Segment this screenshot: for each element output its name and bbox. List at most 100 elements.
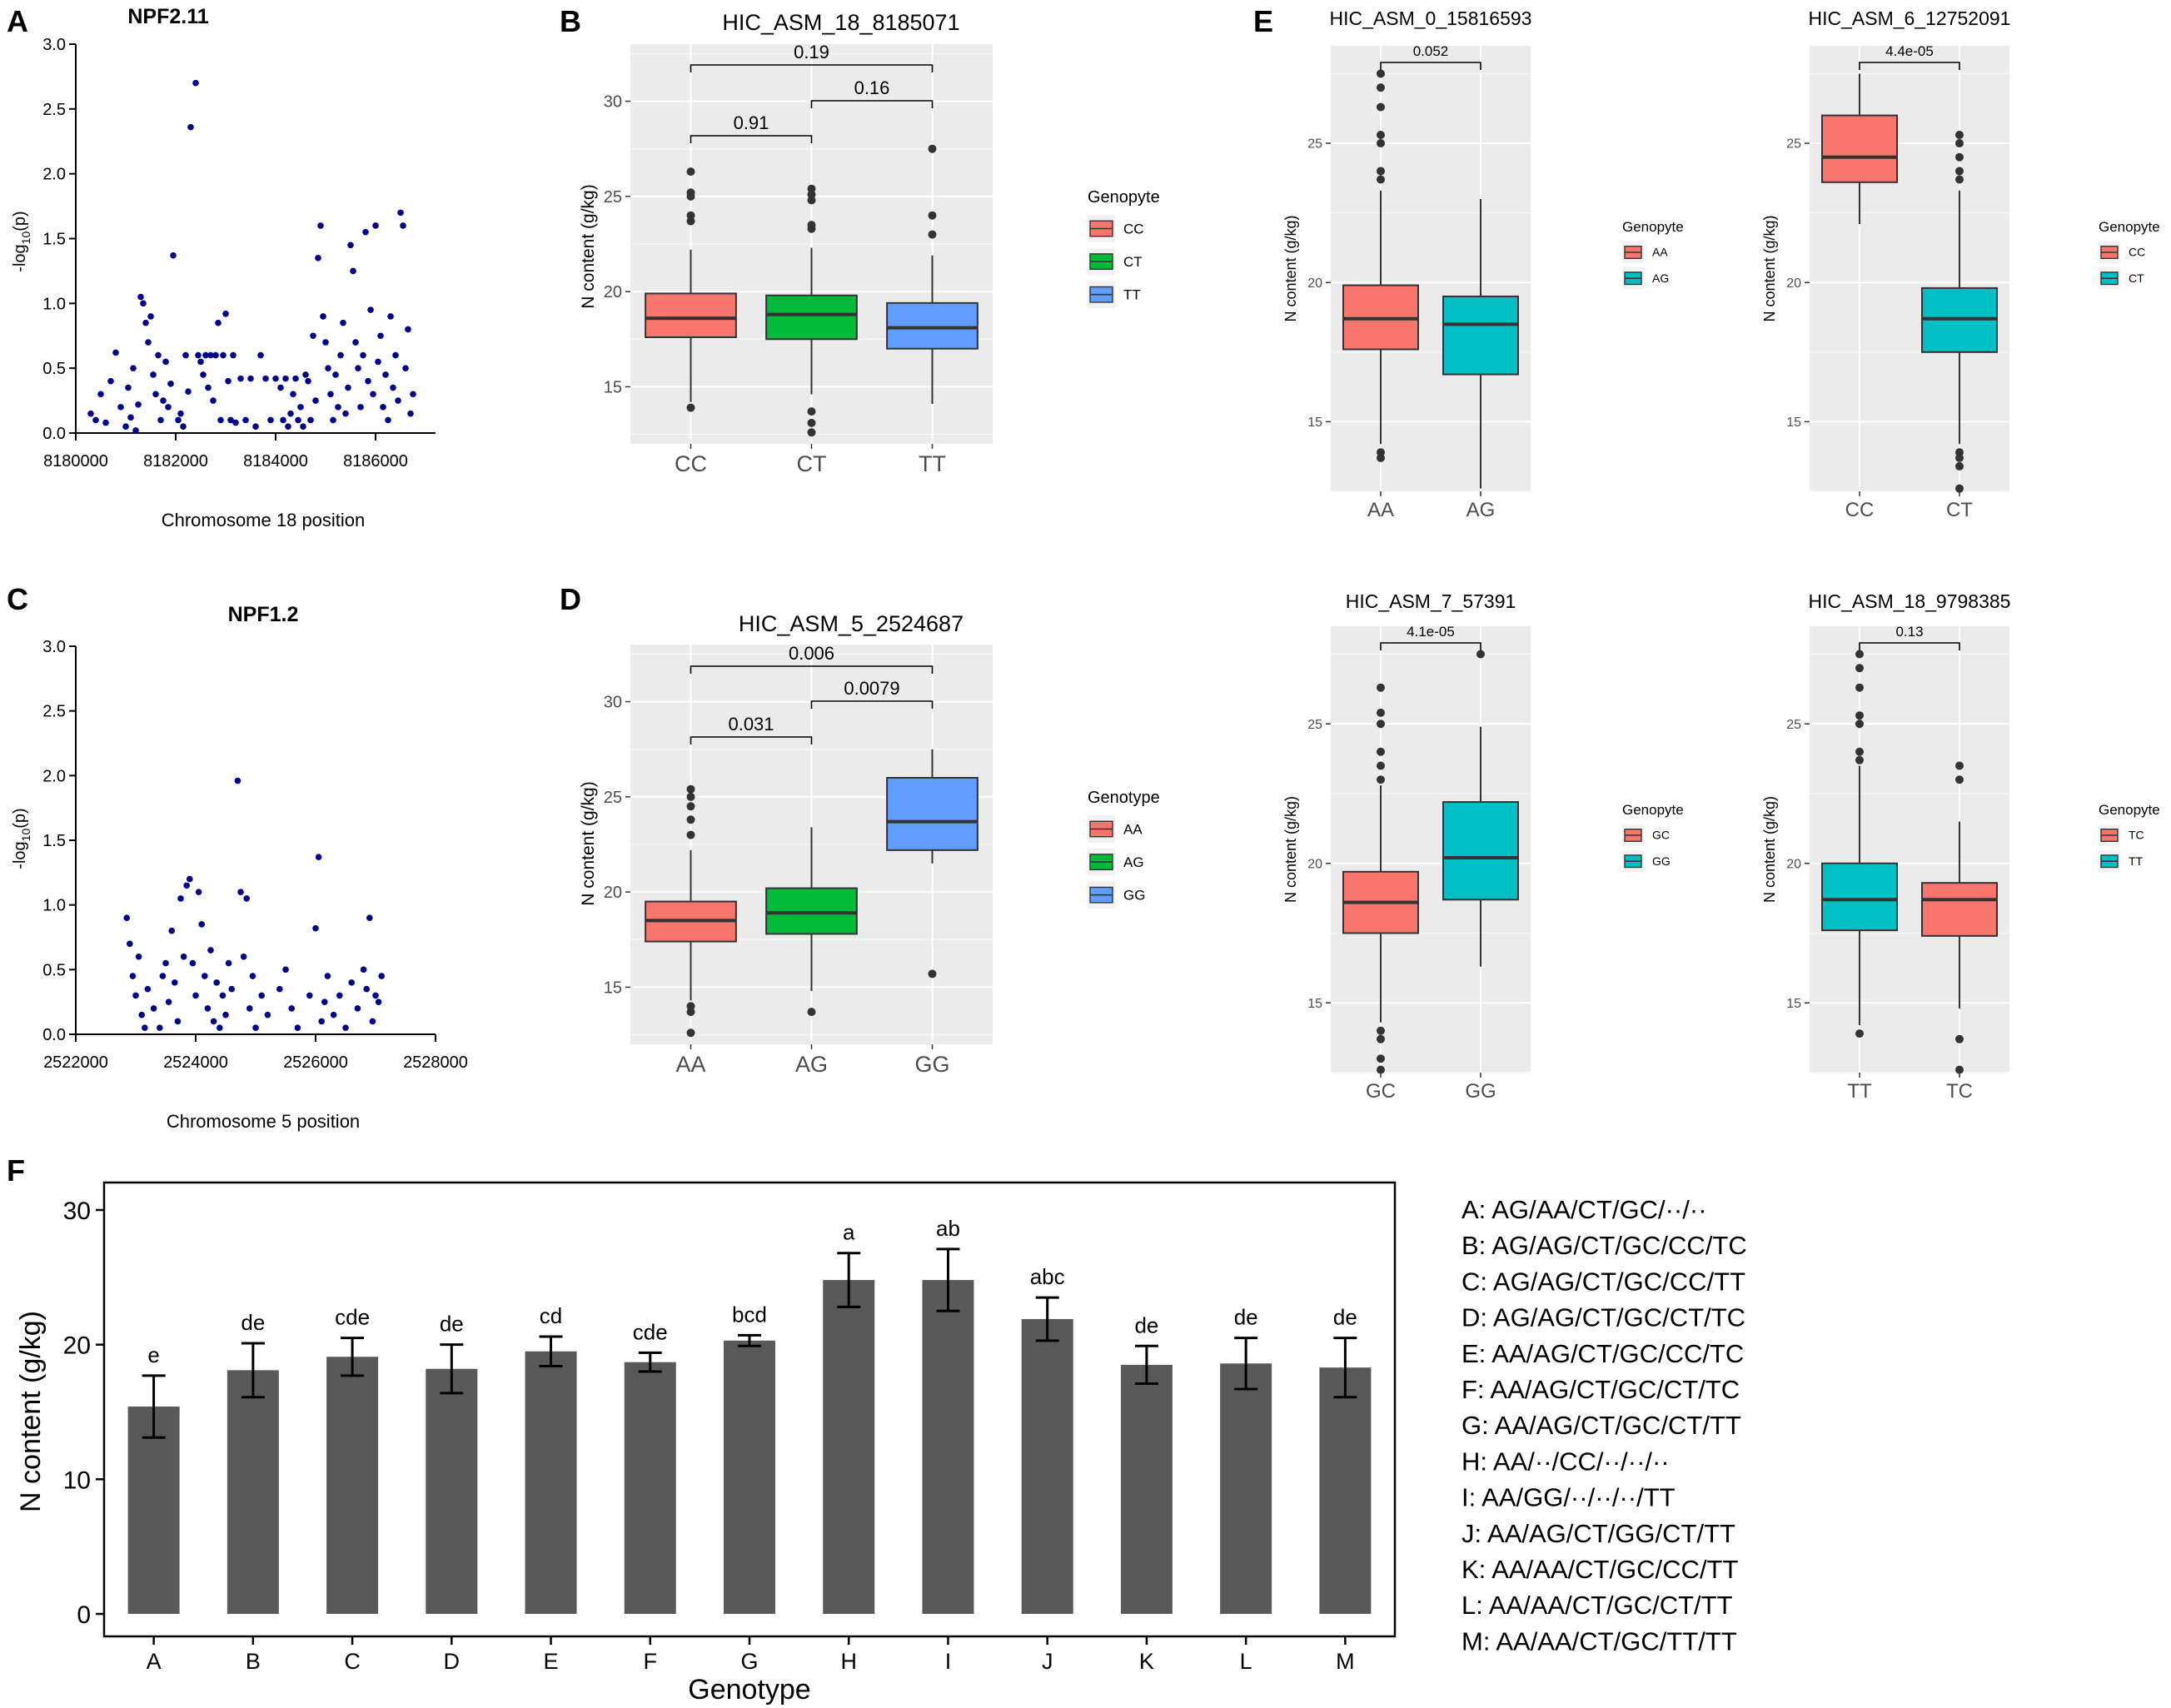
data-point xyxy=(147,313,154,320)
significance-bracket xyxy=(690,665,934,674)
outlier-point xyxy=(928,144,937,153)
data-point xyxy=(107,377,114,385)
data-point xyxy=(213,979,221,986)
data-point xyxy=(312,924,319,932)
p-value-label: 0.16 xyxy=(854,77,890,98)
outlier-point xyxy=(807,190,816,199)
legend-label: TT xyxy=(2129,854,2144,868)
box-GG xyxy=(1442,801,1519,901)
p-value-label: 0.91 xyxy=(734,112,769,133)
significance-letter: de xyxy=(440,1312,464,1337)
outlier-point xyxy=(1855,711,1864,720)
outlier-point xyxy=(1377,175,1385,184)
p-value-label: 0.13 xyxy=(1895,624,1923,640)
outlier-point xyxy=(1377,775,1385,784)
haplotype-entry: D: AG/AG/CT/GC/CT/TC xyxy=(1461,1303,1745,1332)
x-category-label: I xyxy=(945,1649,952,1674)
outlier-point xyxy=(1377,139,1385,148)
significance-letter: ab xyxy=(936,1216,960,1241)
y-tick-label: 20 xyxy=(1307,276,1322,291)
panel-letter-a: A xyxy=(7,4,28,38)
data-point xyxy=(232,419,239,426)
panel-a-xlabel: Chromosome 18 position xyxy=(162,510,366,530)
data-point xyxy=(165,404,172,411)
x-category-label: E xyxy=(544,1649,559,1674)
data-point xyxy=(135,954,142,960)
panel-c-points xyxy=(123,777,386,1032)
box-TT xyxy=(886,301,978,350)
data-point xyxy=(342,410,349,417)
significance-bracket xyxy=(690,135,813,143)
y-tick-label: 15 xyxy=(1786,416,1801,430)
data-point xyxy=(282,966,289,974)
y-tick-label: 30 xyxy=(63,1198,91,1225)
y-tick-label: 10 xyxy=(63,1466,91,1494)
panel-b-ylabel: N content (g/kg) xyxy=(579,184,598,308)
bar-B xyxy=(227,1370,279,1614)
outlier-point xyxy=(807,221,816,230)
y-tick-label: 25 xyxy=(1786,137,1801,152)
box-AG xyxy=(765,887,858,935)
data-point xyxy=(217,1024,223,1032)
outlier-point xyxy=(1955,139,1964,148)
y-tick-label: 20 xyxy=(604,283,622,301)
data-point xyxy=(217,416,224,424)
data-point xyxy=(145,339,152,346)
data-point xyxy=(150,371,157,378)
data-point xyxy=(150,1005,157,1012)
legend-label: CC xyxy=(2129,246,2145,259)
legend-title: Genopyte xyxy=(2099,802,2160,818)
data-point xyxy=(395,397,401,404)
outlier-point xyxy=(686,792,695,801)
data-point xyxy=(246,1005,253,1012)
data-point xyxy=(392,351,399,359)
data-point xyxy=(135,401,142,408)
data-point xyxy=(159,973,167,979)
data-point xyxy=(310,332,316,340)
y-tick-label: 20 xyxy=(1786,276,1801,291)
outlier-point xyxy=(686,802,695,811)
data-point xyxy=(369,1018,376,1025)
legend-label: AA xyxy=(1123,821,1143,837)
y-tick-label: 20 xyxy=(604,884,622,902)
significance-letter: a xyxy=(843,1220,855,1245)
data-point xyxy=(177,895,184,902)
y-tick-label: 25 xyxy=(1786,718,1801,732)
data-point xyxy=(112,349,119,356)
y-tick-label: 1.5 xyxy=(42,832,66,850)
data-point xyxy=(220,351,227,359)
significance-bracket xyxy=(810,100,934,108)
outlier-point xyxy=(1377,1065,1385,1074)
outlier-point xyxy=(1377,167,1385,176)
data-point xyxy=(330,416,336,424)
data-point xyxy=(300,423,306,431)
data-point xyxy=(345,384,351,391)
data-point xyxy=(337,351,344,359)
data-point xyxy=(210,1018,217,1025)
box-CT xyxy=(765,294,858,341)
x-category-label: GG xyxy=(914,1052,949,1077)
x-category-label: D xyxy=(444,1649,461,1674)
outlier-point xyxy=(1377,69,1385,78)
significance-bracket xyxy=(690,64,934,72)
y-tick-label: 1.5 xyxy=(42,231,66,249)
outlier-point xyxy=(1377,747,1385,756)
outlier-point xyxy=(1377,683,1385,692)
data-point xyxy=(390,384,396,391)
panel-c-axes: 0.0 0.5 1.0 1.5 2.0 2.5 3.0 2522000 2524000 25260… xyxy=(42,638,468,1072)
outlier-point xyxy=(686,217,695,226)
legend-label: TC xyxy=(2129,829,2144,842)
outlier-point xyxy=(928,230,937,239)
legend-label: GG xyxy=(1123,888,1145,904)
significance-bracket xyxy=(1859,62,1960,70)
y-tick-label: 20 xyxy=(63,1332,91,1360)
legend-title: Genopyte xyxy=(2099,219,2160,235)
haplotype-entry: B: AG/AG/CT/GC/CC/TC xyxy=(1461,1231,1747,1260)
data-point xyxy=(325,365,331,371)
data-point xyxy=(342,1024,349,1032)
bar-K xyxy=(1120,1364,1173,1614)
data-point xyxy=(367,306,374,313)
data-point xyxy=(87,410,94,417)
data-point xyxy=(180,423,187,431)
